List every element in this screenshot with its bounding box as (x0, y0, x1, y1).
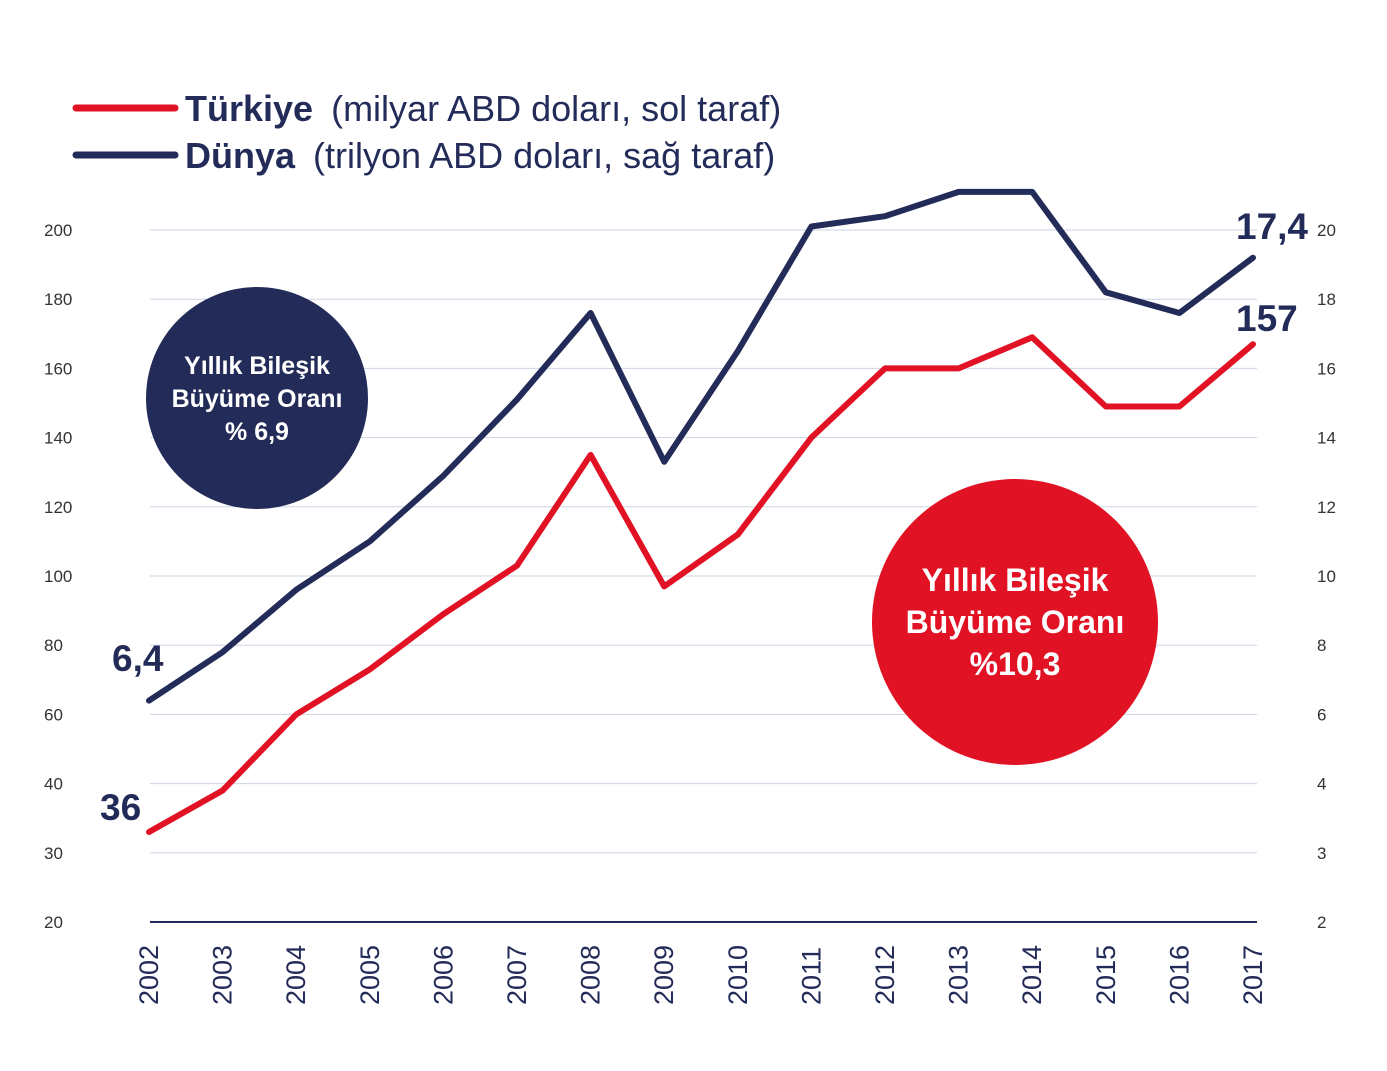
cagr-bubble-text: % 6,9 (225, 418, 289, 446)
cagr-bubble-text: Büyüme Oranı (906, 604, 1125, 640)
y-right-tick-label: 6 (1317, 705, 1326, 724)
x-tick-label: 2010 (723, 945, 753, 1005)
series-lines (146, 188, 1256, 835)
x-tick-label: 2014 (1017, 945, 1047, 1005)
y-axis-left: 20 30 40 60 80 100 120 140 160 180 200 (44, 221, 72, 932)
y-right-tick-label: 4 (1317, 775, 1326, 794)
y-right-tick-label: 20 (1317, 221, 1336, 240)
x-tick-label: 2003 (208, 945, 238, 1005)
cagr-bubble-dunya_cagr (146, 287, 368, 509)
end-label-turkiye: 157 (1236, 298, 1298, 339)
cagr-bubble-text: Yıllık Bileşik (184, 352, 330, 380)
start-label-dunya: 6,4 (112, 638, 164, 679)
x-tick-label: 2008 (576, 945, 606, 1005)
y-axis-right: 2 3 4 6 8 10 12 14 16 18 20 (1317, 221, 1336, 932)
y-right-tick-label: 16 (1317, 359, 1336, 378)
y-right-tick-label: 8 (1317, 636, 1326, 655)
legend: Türkiye (milyar ABD doları, sol taraf) D… (72, 88, 781, 176)
x-tick-label: 2013 (944, 945, 974, 1005)
x-tick-label: 2007 (502, 945, 532, 1005)
gridlines (150, 229, 1257, 923)
y-left-tick-label: 20 (44, 913, 63, 932)
y-left-tick-label: 30 (44, 844, 63, 863)
y-right-tick-label: 18 (1317, 290, 1336, 309)
x-tick-label: 2002 (134, 945, 164, 1005)
y-right-tick-label: 2 (1317, 913, 1326, 932)
cagr-bubble-turkiye_cagr (872, 479, 1158, 765)
y-left-tick-label: 120 (44, 498, 72, 517)
cagr-bubble-text: %10,3 (970, 646, 1061, 682)
y-left-tick-label: 100 (44, 567, 72, 586)
cagr-bubble-text: Yıllık Bileşik (922, 562, 1109, 598)
legend-dunya-name: Dünya (185, 135, 296, 176)
end-label-dunya: 17,4 (1236, 206, 1308, 247)
end-labels: 36 157 6,4 17,4 (100, 206, 1308, 828)
x-tick-label: 2006 (428, 945, 458, 1005)
legend-turkiye-name: Türkiye (185, 88, 313, 129)
x-tick-label: 2009 (649, 945, 679, 1005)
x-tick-label: 2015 (1091, 945, 1121, 1005)
y-right-tick-label: 12 (1317, 498, 1336, 517)
y-right-tick-label: 14 (1317, 429, 1336, 448)
y-right-tick-label: 10 (1317, 567, 1336, 586)
x-tick-label: 2012 (870, 945, 900, 1005)
y-left-tick-label: 140 (44, 429, 72, 448)
y-right-tick-label: 3 (1317, 844, 1326, 863)
legend-dunya-unit: (trilyon ABD doları, sağ taraf) (313, 135, 775, 176)
cagr-bubble-text: Büyüme Oranı (172, 385, 343, 413)
y-left-tick-label: 80 (44, 636, 63, 655)
x-tick-label: 2005 (355, 945, 385, 1005)
series-line-dunya (146, 188, 1256, 704)
y-left-tick-label: 60 (44, 705, 63, 724)
cagr-bubbles: Yıllık Bileşik Büyüme Oranı % 6,9 Yıllık Bi… (146, 287, 1158, 765)
legend-entry-turkiye: Türkiye (milyar ABD doları, sol taraf) (185, 88, 781, 129)
x-tick-label: 2004 (281, 945, 311, 1005)
legend-turkiye-unit: (milyar ABD doları, sol taraf) (331, 88, 781, 129)
y-left-tick-label: 160 (44, 359, 72, 378)
x-tick-label: 2017 (1238, 945, 1268, 1005)
legend-entry-dunya: Dünya (trilyon ABD doları, sağ taraf) (185, 135, 775, 176)
x-axis: 2002 2003 2004 2005 2006 2007 2008 2009 2010 2011… (134, 945, 1268, 1005)
y-left-tick-label: 180 (44, 290, 72, 309)
y-left-tick-label: 200 (44, 221, 72, 240)
start-label-turkiye: 36 (100, 787, 141, 828)
series-line-turkiye (146, 334, 1256, 835)
x-tick-label: 2016 (1164, 945, 1194, 1005)
x-tick-label: 2011 (796, 947, 826, 1005)
y-left-tick-label: 40 (44, 775, 63, 794)
